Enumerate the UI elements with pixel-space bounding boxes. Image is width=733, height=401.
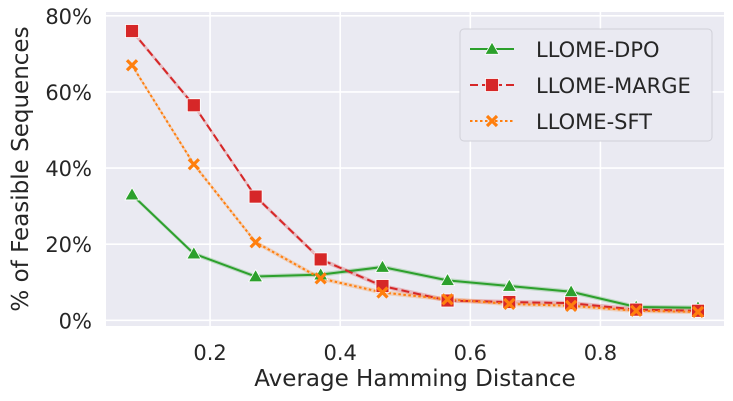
data-point <box>376 286 389 299</box>
legend: LLOME-DPO LLOME-MARGE LLOME-SFT <box>459 28 713 142</box>
x-tick-labels: 0.2 0.4 0.6 0.8 <box>193 341 617 365</box>
x-tick-label: 0.4 <box>323 341 356 365</box>
data-point <box>249 236 262 249</box>
legend-label: LLOME-SFT <box>536 110 652 134</box>
legend-label: LLOME-MARGE <box>536 74 691 98</box>
data-point <box>503 297 516 311</box>
y-axis-label: % of Feasible Sequences <box>8 26 34 311</box>
legend-marker <box>484 41 500 55</box>
data-point <box>630 304 643 317</box>
data-point <box>374 259 391 273</box>
data-point <box>125 24 139 38</box>
y-tick-label: 0% <box>59 309 92 333</box>
y-tick-label: 60% <box>45 81 92 105</box>
y-tick-label: 80% <box>45 5 92 29</box>
data-point <box>501 278 518 292</box>
series-line <box>131 64 698 313</box>
data-point <box>187 158 200 171</box>
data-point <box>439 272 456 286</box>
x-tick-label: 0.6 <box>454 341 487 365</box>
data-point <box>186 245 202 260</box>
legend-label: LLOME-DPO <box>536 38 660 62</box>
data-point <box>248 189 263 204</box>
y-tick-label: 20% <box>45 233 92 257</box>
x-tick-label: 0.2 <box>193 341 226 365</box>
series-line <box>131 30 698 312</box>
data-point <box>564 296 579 311</box>
x-tick-label: 0.8 <box>584 341 617 365</box>
x-axis-label: Average Hamming Distance <box>254 366 575 392</box>
legend-frame <box>459 28 713 142</box>
series-lines <box>131 30 698 313</box>
y-tick-labels: 0% 20% 40% 60% 80% <box>45 5 92 333</box>
legend-marker <box>485 78 499 92</box>
data-point <box>313 252 328 267</box>
series-line <box>131 193 698 309</box>
data-point <box>125 59 139 72</box>
data-point <box>314 272 327 285</box>
data-point <box>247 268 264 283</box>
legend-marker <box>485 114 499 128</box>
data-point <box>186 98 201 113</box>
series-markers <box>124 24 706 319</box>
data-point <box>691 305 705 319</box>
y-tick-label: 40% <box>45 157 92 181</box>
data-point <box>124 186 140 201</box>
data-point <box>441 293 454 306</box>
data-point <box>564 299 578 312</box>
